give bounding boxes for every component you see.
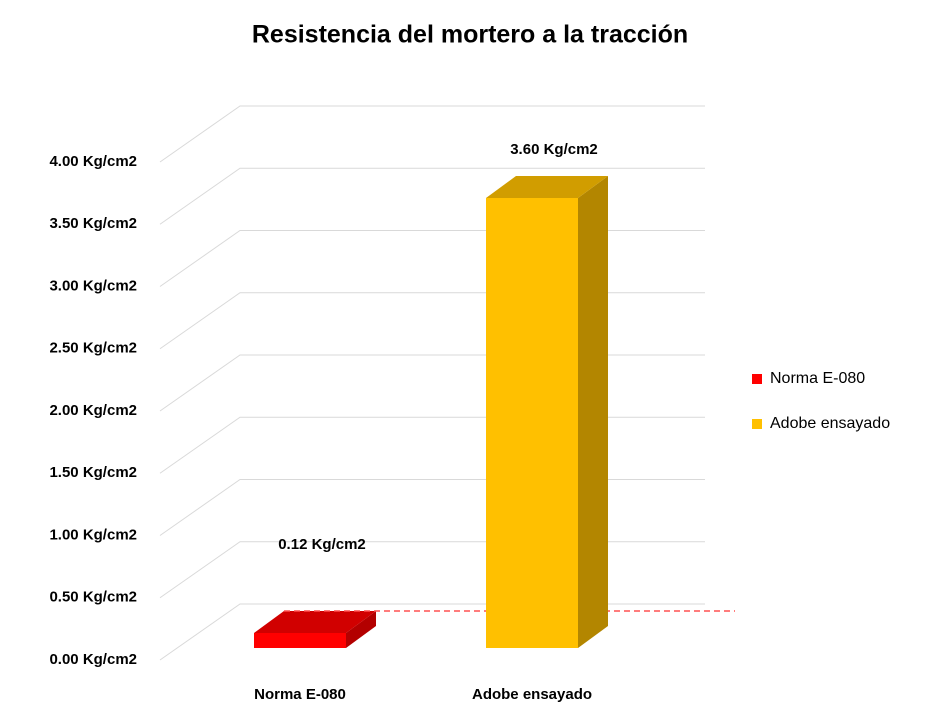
bar-top xyxy=(486,176,608,198)
y-tick-label: 1.50 Kg/cm2 xyxy=(49,464,137,481)
x-tick-label: Adobe ensayado xyxy=(472,686,592,703)
y-tick-label: 1.00 Kg/cm2 xyxy=(49,526,137,543)
chart-title: Resistencia del mortero a la tracción xyxy=(252,21,688,49)
y-tick-label: 3.00 Kg/cm2 xyxy=(49,277,137,294)
legend-label: Adobe ensayado xyxy=(770,415,890,432)
data-label: 3.60 Kg/cm2 xyxy=(510,141,598,158)
data-label: 0.12 Kg/cm2 xyxy=(278,536,366,553)
bar-side xyxy=(578,176,608,648)
y-tick-label: 3.50 Kg/cm2 xyxy=(49,215,137,232)
x-tick-label: Norma E-080 xyxy=(254,686,346,703)
bar-top xyxy=(254,611,376,633)
y-tick-label: 0.50 Kg/cm2 xyxy=(49,589,137,606)
grid-line xyxy=(159,541,705,599)
bar-side xyxy=(346,611,376,648)
grid-line xyxy=(159,105,705,163)
grid-line xyxy=(159,167,705,225)
y-tick-label: 2.00 Kg/cm2 xyxy=(49,402,137,419)
grid-line xyxy=(159,479,705,536)
grid-line xyxy=(159,603,705,661)
legend-label: Norma E-080 xyxy=(770,370,865,387)
grid-line xyxy=(159,416,705,474)
legend-swatch xyxy=(752,374,762,384)
bar xyxy=(254,633,346,648)
grid-line xyxy=(159,292,705,350)
grid-line xyxy=(159,230,705,287)
bar xyxy=(486,198,578,648)
y-tick-label: 4.00 Kg/cm2 xyxy=(49,153,137,170)
y-tick-label: 2.50 Kg/cm2 xyxy=(49,340,137,357)
legend-swatch xyxy=(752,419,762,429)
grid-line xyxy=(159,354,705,412)
y-tick-label: 0.00 Kg/cm2 xyxy=(49,651,137,668)
